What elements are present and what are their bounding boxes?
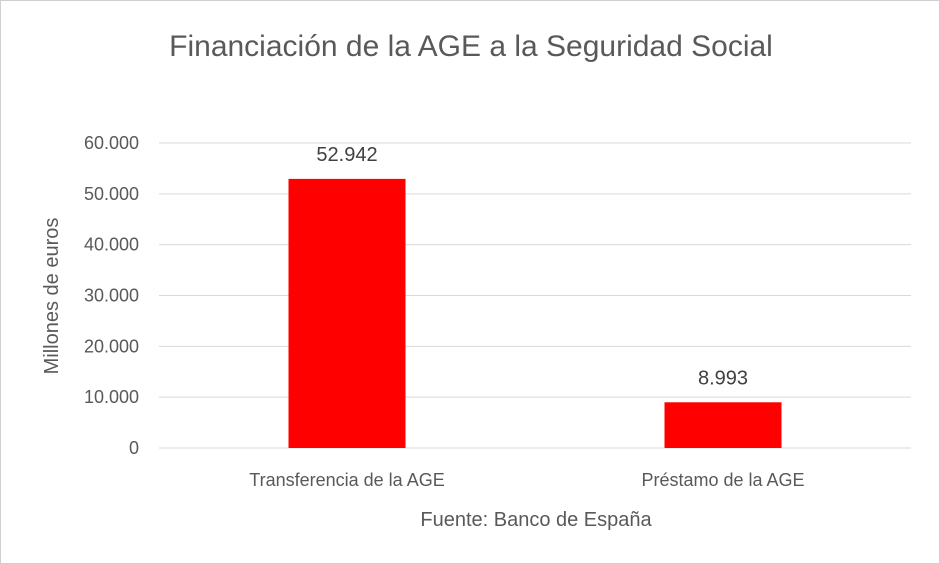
bar — [288, 178, 406, 448]
y-tick-label: 40.000 — [84, 235, 139, 255]
x-axis-title: Fuente: Banco de España — [420, 509, 652, 531]
y-tick-label: 20.000 — [84, 336, 139, 356]
y-tick-label: 10.000 — [84, 387, 139, 407]
y-tick-label: 50.000 — [84, 184, 139, 204]
y-tick-label: 30.000 — [84, 286, 139, 306]
y-tick-label: 0 — [129, 438, 139, 458]
bar-value-label: 8.993 — [698, 367, 748, 389]
x-axis-categories: Transferencia de la AGE Préstamo de la AG… — [249, 470, 804, 490]
y-axis-title: Millones de euros — [41, 218, 63, 375]
bars — [288, 178, 782, 448]
y-axis-ticks: 0 10.000 20.000 30.000 40.000 50.000 60.000 — [84, 133, 139, 458]
bar-value-label: 52.942 — [316, 144, 377, 166]
bar — [664, 402, 782, 448]
category-label: Préstamo de la AGE — [641, 470, 804, 490]
data-labels: 52.942 8.993 — [316, 144, 748, 389]
category-label: Transferencia de la AGE — [249, 470, 444, 490]
gridlines — [159, 142, 911, 449]
chart-title: Financiación de la AGE a la Seguridad So… — [169, 30, 773, 63]
y-tick-label: 60.000 — [84, 133, 139, 153]
